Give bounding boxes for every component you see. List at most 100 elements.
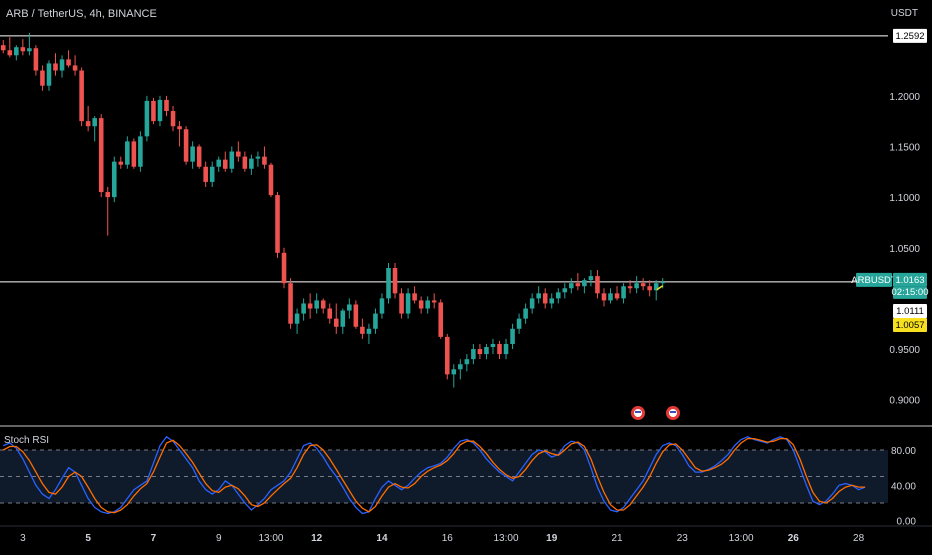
candle-body (647, 286, 652, 291)
last-price-badge-bg (893, 272, 927, 287)
candle-body (151, 100, 156, 122)
time-tick-label: 23 (677, 533, 689, 544)
time-tick-label: 3 (20, 533, 26, 544)
level-b-badge-bg (893, 318, 927, 332)
candle-body (59, 59, 65, 71)
candle-body (438, 302, 444, 337)
candle-body (386, 268, 391, 299)
candle-body (262, 156, 267, 165)
candle-body (33, 48, 39, 71)
candle-body (353, 304, 359, 327)
candle-body (131, 141, 137, 167)
candle-body (275, 195, 280, 253)
candle-body (177, 126, 182, 130)
time-tick-label: 13:00 (494, 533, 519, 544)
rsi-tick-label: 40.00 (891, 481, 916, 492)
candle-body (72, 65, 78, 71)
candle-body (216, 159, 222, 167)
candle-body (653, 283, 659, 291)
candle-body (418, 300, 424, 309)
candle-body (516, 318, 522, 329)
stoch-k-line (3, 435, 866, 515)
candle-body (523, 308, 528, 319)
last-price-badge-text: 1.0163 (895, 275, 924, 286)
time-tick-label: 19 (546, 533, 558, 544)
candle-body (79, 70, 84, 122)
candle-body (347, 304, 352, 311)
time-tick-label: 13:00 (258, 533, 283, 544)
time-tick-label: 9 (216, 533, 222, 544)
candle-body (458, 364, 463, 370)
candle-body (555, 292, 561, 299)
candle-body (249, 158, 254, 169)
price-tick-label: 1.1500 (889, 142, 920, 153)
price-tick-label: 0.9500 (889, 345, 920, 356)
level-a-badge-bg (893, 304, 927, 318)
candle-body (66, 59, 71, 66)
candle-body (340, 310, 346, 327)
candle-body (549, 298, 555, 304)
symbol-badge-bg (856, 272, 892, 287)
candle-body (157, 99, 163, 122)
candle-body (510, 328, 515, 344)
indicator-stub-line (656, 285, 664, 291)
rsi-tick-label: 80.00 (891, 446, 916, 457)
candle-body (562, 288, 568, 293)
candle-body (196, 146, 202, 167)
candle-body (621, 286, 626, 299)
candle-body (640, 283, 646, 287)
candle-body (85, 121, 91, 127)
candle-body (92, 118, 97, 127)
candle-body (7, 50, 13, 56)
level-a-badge: 1.0111 (893, 304, 927, 318)
time-tick-label: 14 (376, 533, 388, 544)
candle-body (542, 293, 548, 304)
candle-body (601, 293, 607, 301)
candle-body (405, 293, 411, 314)
price-badge-top-bg (893, 28, 927, 43)
candle-body (497, 343, 502, 355)
candle-body (138, 136, 143, 167)
event-flag-icon-stripe (635, 411, 641, 413)
level-b-badge: 1.0057 (893, 318, 927, 332)
price-badge-top: 1.2592 (893, 28, 927, 43)
candle-body (425, 300, 430, 309)
candle-body (222, 159, 228, 169)
countdown-badge: 02:15:00 (892, 286, 928, 299)
candle-body (392, 268, 398, 294)
candle-body (53, 63, 58, 71)
candle-body (105, 192, 111, 198)
price-tick-label: 1.2000 (889, 92, 920, 103)
candle-body (170, 111, 176, 127)
candle-body (575, 283, 581, 287)
candle-body (327, 308, 333, 319)
candle-body (20, 47, 26, 52)
candle-body (484, 347, 489, 355)
event-flag-icon (631, 406, 645, 420)
time-tick-label: 12 (311, 533, 323, 544)
candle-body (144, 100, 150, 137)
candle-body (0, 45, 6, 51)
candle-body (46, 63, 52, 86)
candle-body (14, 47, 19, 56)
time-tick-label: 21 (611, 533, 623, 544)
price-badge-top-text: 1.2592 (895, 31, 924, 42)
candle-body (471, 349, 476, 360)
price-tick-label: 0.9000 (889, 396, 920, 407)
candle-body (203, 166, 208, 182)
candle-body (588, 276, 594, 281)
candle-body (301, 303, 306, 314)
candle-body (98, 118, 104, 193)
candle-body (536, 293, 541, 299)
candle-body (660, 281, 666, 284)
candle-body (379, 298, 385, 314)
countdown-badge-bg (893, 286, 927, 299)
symbol-badge-text: ARBUSDT (851, 275, 897, 286)
event-flag-icon-stripe (670, 411, 676, 413)
candle-body (444, 336, 450, 375)
stoch-d-line (2, 437, 866, 514)
candle-body (40, 70, 45, 86)
candle-body (373, 313, 378, 329)
time-tick-label: 7 (151, 533, 157, 544)
